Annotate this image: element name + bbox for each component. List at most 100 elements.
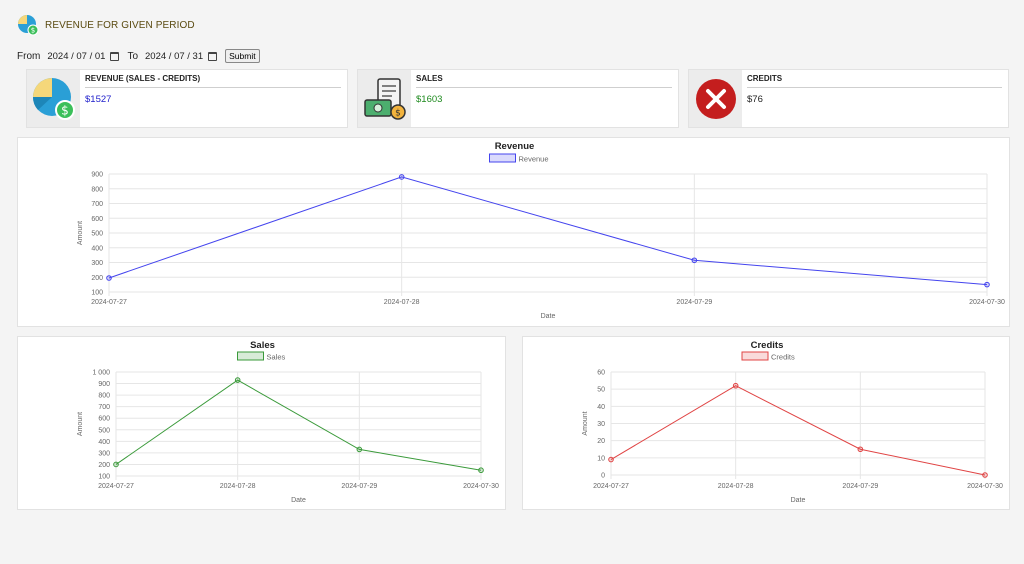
credits-card-label: CREDITS bbox=[747, 74, 1002, 88]
revenue-y-tick-label: 300 bbox=[91, 260, 103, 267]
sales-x-tick-label: 2024-07-29 bbox=[341, 483, 377, 490]
credits-y-tick-label: 40 bbox=[597, 404, 605, 411]
revenue-y-tick-label: 800 bbox=[91, 186, 103, 193]
sales-y-tick-label: 700 bbox=[98, 404, 110, 411]
revenue-x-tick-label: 2024-07-30 bbox=[969, 299, 1005, 306]
sales-x-tick-label: 2024-07-27 bbox=[98, 483, 134, 490]
revenue-y-tick-label: 400 bbox=[91, 245, 103, 252]
sales-chart: Sales Sales 1 000 900 800 700 600 500 400 300 200 1… bbox=[77, 340, 499, 504]
credits-card: CREDITS $76 bbox=[688, 69, 1009, 128]
revenue-card-label: REVENUE (SALES - CREDITS) bbox=[85, 74, 341, 88]
revenue-y-tick-label: 900 bbox=[91, 172, 103, 179]
revenue-data-point bbox=[984, 281, 990, 288]
revenue-y-tick-label: 700 bbox=[91, 201, 103, 208]
revenue-y-axis-label: Amount bbox=[77, 221, 84, 245]
pie-chart-money-icon: $ bbox=[32, 77, 75, 120]
sales-series-line bbox=[115, 379, 482, 471]
sales-data-point bbox=[356, 446, 363, 453]
from-date-value: 2024 / 07 / 01 bbox=[47, 50, 106, 62]
sales-x-tick-label: 2024-07-28 bbox=[220, 483, 256, 490]
sales-y-tick-label: 600 bbox=[98, 416, 110, 423]
credits-y-tick-label: 20 bbox=[597, 438, 605, 445]
credits-y-tick-label: 50 bbox=[597, 387, 605, 394]
svg-text:$: $ bbox=[61, 103, 69, 117]
date-filter-bar: From 2024 / 07 / 01 To 2024 / 07 / 31 Su… bbox=[17, 49, 260, 63]
sales-data-point bbox=[113, 461, 119, 468]
sales-data-point bbox=[234, 377, 241, 383]
credits-y-tick-label: 10 bbox=[597, 455, 605, 462]
credits-x-tick-label: 2024-07-29 bbox=[842, 483, 878, 490]
revenue-x-tick-label: 2024-07-28 bbox=[384, 299, 420, 306]
svg-text:$: $ bbox=[31, 27, 35, 35]
credits-chart-title: Credits bbox=[751, 340, 784, 351]
credits-x-axis-label: Date bbox=[791, 497, 806, 504]
credits-series-line bbox=[610, 385, 986, 476]
sales-y-tick-label: 100 bbox=[98, 474, 110, 481]
credits-chart-panel: Credits Credits 60 50 40 30 20 10 0 2024-07-27 202… bbox=[522, 336, 1010, 510]
calendar-icon[interactable] bbox=[110, 51, 120, 61]
page-header: $ REVENUE FOR GIVEN PERIOD bbox=[17, 14, 195, 36]
sales-card-label: SALES bbox=[416, 74, 672, 88]
credits-legend-label: Credits bbox=[771, 353, 795, 362]
credits-x-tick-label: 2024-07-30 bbox=[967, 483, 1003, 490]
from-date-input[interactable]: 2024 / 07 / 01 bbox=[47, 50, 120, 62]
credits-card-value: $76 bbox=[747, 94, 763, 105]
page-title: REVENUE FOR GIVEN PERIOD bbox=[45, 19, 195, 31]
revenue-chart-title: Revenue bbox=[495, 141, 535, 152]
sales-y-tick-label: 500 bbox=[98, 427, 110, 434]
revenue-logo-icon: $ bbox=[18, 15, 39, 36]
revenue-y-tick-label: 200 bbox=[91, 275, 103, 282]
sales-y-tick-label: 400 bbox=[98, 439, 110, 446]
credits-y-tick-label: 60 bbox=[597, 370, 605, 377]
sales-card-icon-box: $ bbox=[358, 70, 411, 127]
revenue-x-tick-label: 2024-07-27 bbox=[91, 299, 127, 306]
submit-button[interactable]: Submit bbox=[225, 49, 260, 63]
credits-legend-swatch bbox=[741, 351, 769, 361]
sales-card: $ SALES $1603 bbox=[357, 69, 679, 128]
revenue-y-tick-label: 600 bbox=[91, 216, 103, 223]
sales-chart-title: Sales bbox=[250, 340, 275, 351]
revenue-data-point bbox=[106, 275, 112, 281]
credits-y-tick-label: 30 bbox=[597, 421, 605, 428]
sales-y-tick-label: 900 bbox=[98, 381, 110, 388]
revenue-y-tick-label: 500 bbox=[91, 231, 103, 238]
credits-card-icon-box bbox=[689, 70, 742, 127]
credits-x-tick-label: 2024-07-28 bbox=[718, 483, 754, 490]
credits-data-point bbox=[732, 382, 739, 389]
credits-data-point bbox=[857, 446, 864, 453]
close-circle-icon bbox=[695, 78, 736, 119]
revenue-data-point bbox=[398, 174, 405, 180]
from-label: From bbox=[17, 50, 41, 62]
sales-y-tick-label: 800 bbox=[98, 393, 110, 400]
calendar-icon[interactable] bbox=[208, 51, 218, 61]
credits-data-point bbox=[982, 472, 988, 478]
money-receipt-icon: $ bbox=[363, 77, 406, 120]
sales-y-tick-label: 300 bbox=[98, 450, 110, 457]
credits-chart: Credits Credits 60 50 40 30 20 10 0 2024-07-27 202… bbox=[582, 340, 1003, 504]
credits-y-tick-label: 0 bbox=[601, 473, 605, 480]
sales-x-tick-label: 2024-07-30 bbox=[463, 483, 499, 490]
sales-card-value: $1603 bbox=[416, 94, 443, 105]
revenue-legend-label: Revenue bbox=[519, 155, 549, 164]
credits-y-axis-label: Amount bbox=[582, 411, 589, 435]
credits-data-point bbox=[608, 456, 614, 463]
revenue-y-tick-label: 100 bbox=[91, 290, 103, 297]
to-label: To bbox=[127, 50, 139, 62]
revenue-legend-swatch bbox=[489, 153, 516, 163]
sales-y-tick-label: 1 000 bbox=[92, 370, 110, 377]
svg-text:$: $ bbox=[395, 108, 401, 118]
revenue-x-tick-label: 2024-07-29 bbox=[676, 299, 712, 306]
sales-legend-label: Sales bbox=[267, 353, 286, 362]
sales-y-tick-label: 200 bbox=[98, 462, 110, 469]
revenue-series-line bbox=[108, 176, 988, 286]
credits-x-tick-label: 2024-07-27 bbox=[593, 483, 629, 490]
to-date-input[interactable]: 2024 / 07 / 31 bbox=[145, 50, 218, 62]
revenue-x-axis-label: Date bbox=[541, 313, 556, 320]
to-date-value: 2024 / 07 / 31 bbox=[145, 50, 204, 62]
revenue-chart: Revenue Revenue 900 800 700 600 500 400 300 200 10… bbox=[77, 141, 1005, 320]
sales-x-axis-label: Date bbox=[291, 497, 306, 504]
sales-legend-swatch bbox=[237, 351, 264, 361]
revenue-chart-panel: Revenue Revenue 900 800 700 600 500 400 300 200 10… bbox=[17, 137, 1010, 327]
sales-y-axis-label: Amount bbox=[77, 412, 84, 436]
revenue-card: $ REVENUE (SALES - CREDITS) $1527 bbox=[26, 69, 348, 128]
